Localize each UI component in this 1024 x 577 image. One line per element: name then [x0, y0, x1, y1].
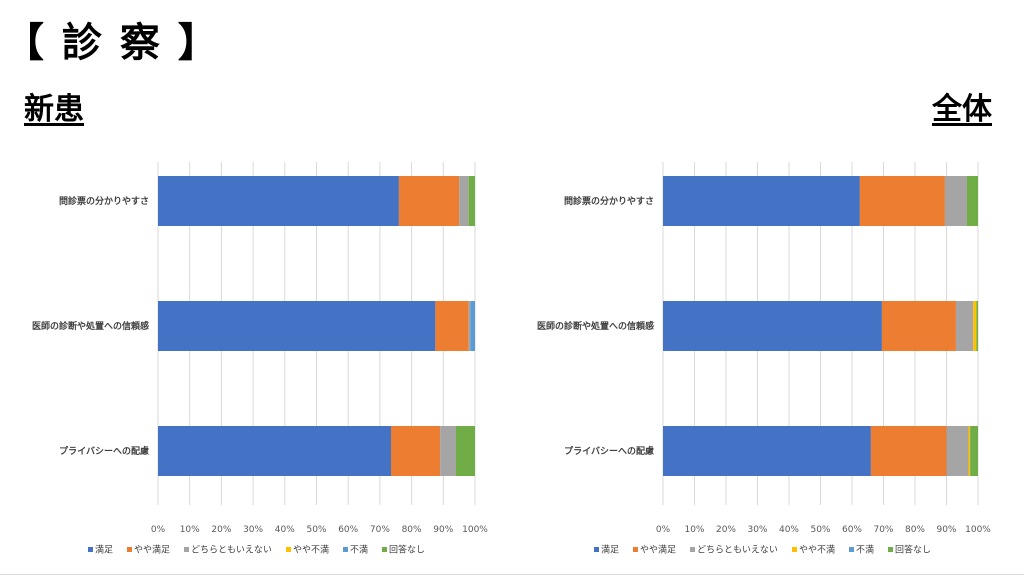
- bar-segment: [859, 176, 945, 226]
- bar-segment: [955, 301, 974, 351]
- bar-segment: [946, 426, 969, 476]
- x-tick-label: 10%: [180, 525, 200, 535]
- category-label: 問診票の分かりやすさ: [564, 195, 654, 207]
- bar-segment: [468, 176, 475, 226]
- legend-swatch: [594, 547, 599, 552]
- bar-segment: [158, 426, 391, 476]
- slide-title: 【 診 察 】: [4, 20, 220, 66]
- charts-canvas: 0% 10% 20% 30% 40% 50% 60% 70% 80% 90% 100% 問診票の分かり…: [32, 162, 991, 556]
- x-tick-label: 60%: [842, 525, 862, 535]
- bar-segment: [663, 301, 882, 351]
- slide-bottom-divider: [0, 574, 1024, 575]
- bar-segment: [970, 426, 978, 476]
- bar-segment: [663, 426, 871, 476]
- legend-swatch: [849, 547, 854, 552]
- x-tick-label: 10%: [684, 525, 704, 535]
- legend-entry: どちらともいえない: [191, 545, 272, 556]
- x-tick-label: 100%: [965, 525, 991, 535]
- category-label: 問診票の分かりやすさ: [59, 195, 149, 207]
- legend-entry: 満足: [95, 545, 113, 556]
- category-label: プライバシーへの配慮: [564, 445, 654, 457]
- bar-segment: [158, 176, 399, 226]
- x-tick-label: 40%: [779, 525, 799, 535]
- category-label: 医師の診断や処置への信頼感: [32, 320, 149, 332]
- bar-segment: [870, 426, 947, 476]
- category-label: プライバシーへの配慮: [59, 445, 149, 457]
- bar-segment: [470, 301, 475, 351]
- legend-entry: 不満: [350, 545, 368, 556]
- legend-entry: 不満: [856, 545, 874, 556]
- x-tick-label: 90%: [936, 525, 956, 535]
- bar-segment: [459, 176, 469, 226]
- panel-label-all-patients: 全体: [932, 92, 992, 127]
- bar-segment: [398, 176, 460, 226]
- x-tick-label: 50%: [810, 525, 830, 535]
- legend-entry: やや不満: [293, 545, 329, 556]
- x-tick-label: 0%: [656, 525, 671, 535]
- panel-label-new-patients: 新患: [24, 92, 84, 127]
- bar-segment: [435, 301, 469, 351]
- legend-swatch: [184, 547, 189, 552]
- x-tick-label: 70%: [873, 525, 893, 535]
- bar-segment: [455, 426, 475, 476]
- bar-segment: [976, 301, 978, 351]
- bar-segment: [881, 301, 956, 351]
- legend-swatch: [127, 547, 132, 552]
- bar-segment: [968, 426, 971, 476]
- legend-swatch: [382, 547, 387, 552]
- x-tick-label: 50%: [306, 525, 326, 535]
- x-tick-label: 60%: [338, 525, 358, 535]
- legend-entry: やや満足: [640, 545, 676, 556]
- x-tick-label: 80%: [905, 525, 925, 535]
- legend-entry: やや不満: [799, 545, 835, 556]
- bar-segment: [440, 426, 456, 476]
- legend-entry: 回答なし: [389, 544, 425, 556]
- legend-swatch: [690, 547, 695, 552]
- bar-segment: [158, 301, 436, 351]
- x-tick-label: 80%: [402, 525, 422, 535]
- bar-segment: [973, 301, 977, 351]
- x-tick-label: 70%: [370, 525, 390, 535]
- bar-segment: [966, 176, 978, 226]
- legend-entry: 満足: [601, 545, 619, 556]
- x-tick-label: 30%: [243, 525, 263, 535]
- legend-entry: 回答なし: [895, 544, 931, 556]
- legend-swatch: [286, 547, 291, 552]
- bar-segment: [390, 426, 441, 476]
- legend-swatch: [88, 547, 93, 552]
- legend-swatch: [792, 547, 797, 552]
- category-label: 医師の診断や処置への信頼感: [537, 320, 654, 332]
- x-tick-label: 0%: [151, 525, 166, 535]
- x-tick-label: 20%: [716, 525, 736, 535]
- x-tick-label: 30%: [747, 525, 767, 535]
- legend-swatch: [343, 547, 348, 552]
- legend-entry: どちらともいえない: [697, 545, 778, 556]
- bar-segment: [944, 176, 967, 226]
- legend-entry: やや満足: [134, 545, 170, 556]
- x-tick-label: 40%: [275, 525, 295, 535]
- x-tick-label: 90%: [433, 525, 453, 535]
- x-tick-label: 20%: [211, 525, 231, 535]
- legend-swatch: [888, 547, 893, 552]
- legend-swatch: [633, 547, 638, 552]
- bar-segment: [468, 301, 471, 351]
- bar-segment: [663, 176, 860, 226]
- x-tick-label: 100%: [462, 525, 488, 535]
